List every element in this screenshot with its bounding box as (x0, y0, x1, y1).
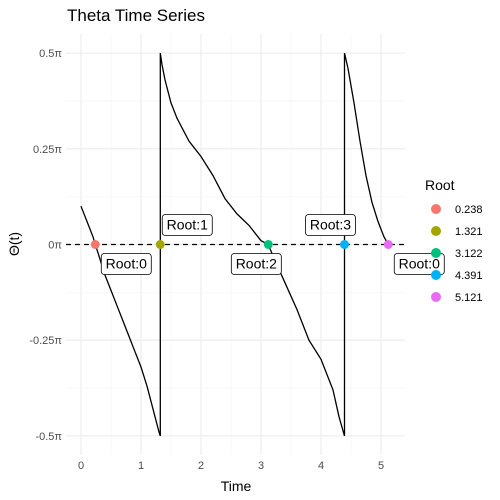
root-label-box (161, 214, 213, 236)
root-point (90, 240, 100, 249)
legend-key (431, 226, 441, 236)
root-point (263, 240, 273, 249)
legend: Root 0.238 1.321 3.122 4.391 5.121 (425, 177, 483, 304)
legend-label: 5.121 (455, 292, 483, 304)
root-label-text: Root:1 (167, 217, 208, 233)
x-tick-label: 2 (198, 460, 204, 472)
y-axis-title: Θ(t) (6, 232, 22, 256)
root-labels: Root:0 Root:1 Root:2 Root:3 Root:0 (100, 214, 445, 275)
x-tick-label: 3 (258, 460, 264, 472)
legend-key (431, 248, 441, 258)
root-label-box (305, 214, 356, 236)
y-tick-label: 0.5π (39, 48, 62, 60)
root-label: Root:2 (230, 253, 282, 275)
legend-label: 0.238 (455, 204, 483, 216)
y-tick-label: 0π (48, 240, 62, 252)
x-tick-labels: 0 1 2 3 4 5 (78, 460, 384, 472)
legend-key (431, 292, 441, 302)
root-point (155, 240, 165, 249)
legend-label: 3.122 (455, 248, 483, 260)
x-tick-label: 1 (138, 460, 144, 472)
y-tick-labels: -0.5π -0.25π 0π 0.25π 0.5π (29, 48, 62, 443)
root-label: Root:3 (305, 214, 356, 236)
root-label-text: Root:0 (399, 256, 440, 272)
legend-title: Root (425, 177, 455, 193)
root-label: Root:1 (161, 214, 213, 236)
root-label-text: Root:3 (310, 217, 351, 233)
root-label-text: Root:0 (106, 256, 147, 272)
series-layer (80, 52, 389, 437)
x-tick-label: 5 (378, 460, 384, 472)
root-point (383, 240, 393, 249)
root-label-box (393, 253, 445, 275)
legend-label: 4.391 (455, 270, 483, 282)
legend-key (431, 204, 441, 214)
x-tick-label: 4 (318, 460, 324, 472)
root-points (90, 240, 393, 249)
root-point (339, 240, 349, 249)
legend-label: 1.321 (455, 226, 483, 238)
x-tick-label: 0 (78, 460, 84, 472)
y-tick-label: -0.25π (29, 335, 62, 347)
legend-key (431, 270, 441, 280)
y-tick-label: -0.5π (35, 431, 62, 443)
theta-series-line (80, 52, 389, 437)
root-label-text: Root:2 (236, 256, 277, 272)
chart-title: Theta Time Series (67, 6, 205, 25)
root-label: Root:0 (393, 253, 445, 275)
root-label: Root:0 (100, 253, 152, 275)
x-axis-title: Time (221, 478, 252, 494)
legend-items: 0.238 1.321 3.122 4.391 5.121 (431, 204, 483, 304)
root-label-box (100, 253, 152, 275)
root-label-box (230, 253, 282, 275)
y-tick-label: 0.25π (33, 144, 62, 156)
